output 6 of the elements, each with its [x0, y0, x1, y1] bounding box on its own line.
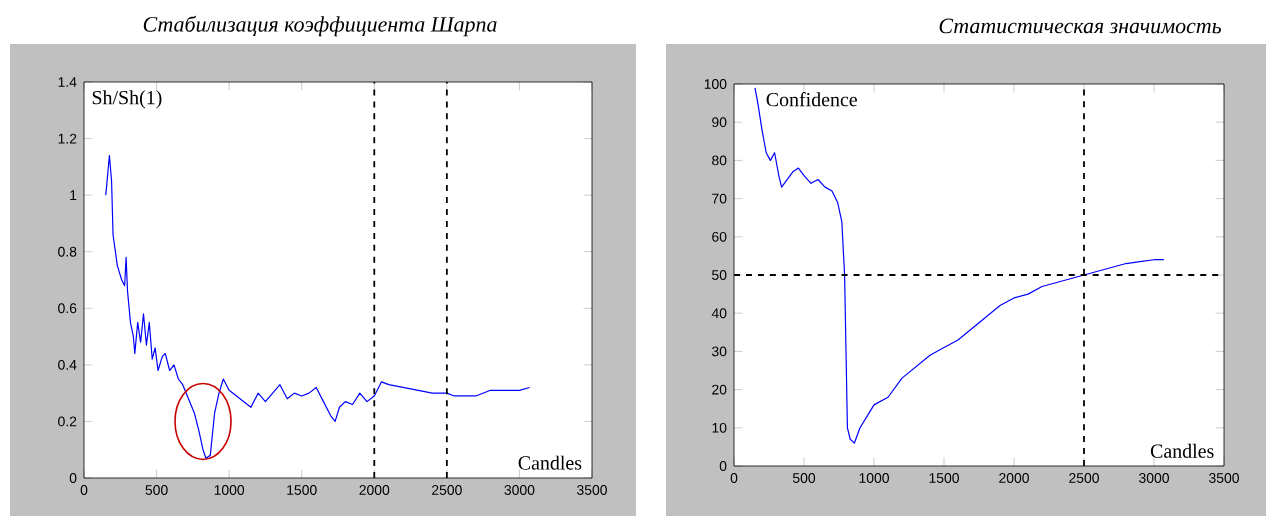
y-axis-title: Confidence: [766, 92, 857, 107]
chart-title: Стабилизация коэффициента Шарпа: [143, 15, 497, 37]
x-axis-title: Candles: [1150, 443, 1214, 458]
y-axis-title: Sh/Sh(1): [92, 90, 162, 109]
chart-title: Статистическая значимость: [939, 18, 1221, 34]
x-axis-title: Candles: [518, 455, 582, 470]
